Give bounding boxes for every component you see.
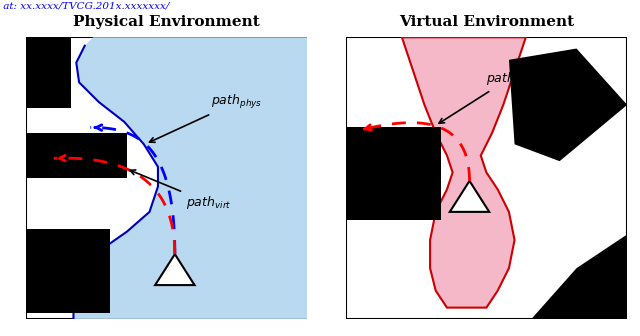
Polygon shape	[531, 235, 627, 319]
Bar	[346, 127, 442, 220]
Polygon shape	[402, 37, 526, 308]
Polygon shape	[155, 254, 195, 285]
Polygon shape	[74, 37, 307, 319]
Text: $path_{virt}$: $path_{virt}$	[439, 70, 532, 123]
Text: at: xx.xxxx/TVCG.201x.xxxxxxx/: at: xx.xxxx/TVCG.201x.xxxxxxx/	[0, 2, 170, 11]
Bar	[26, 133, 127, 178]
Bar	[26, 37, 70, 108]
Text: $path_{virt}$: $path_{virt}$	[130, 170, 231, 211]
Text: Physical Environment: Physical Environment	[73, 15, 260, 29]
Polygon shape	[450, 181, 489, 212]
Text: Virtual Environment: Virtual Environment	[399, 15, 574, 29]
Bar	[26, 229, 110, 313]
Polygon shape	[509, 48, 627, 161]
Text: $path_{phys}$: $path_{phys}$	[150, 93, 262, 142]
